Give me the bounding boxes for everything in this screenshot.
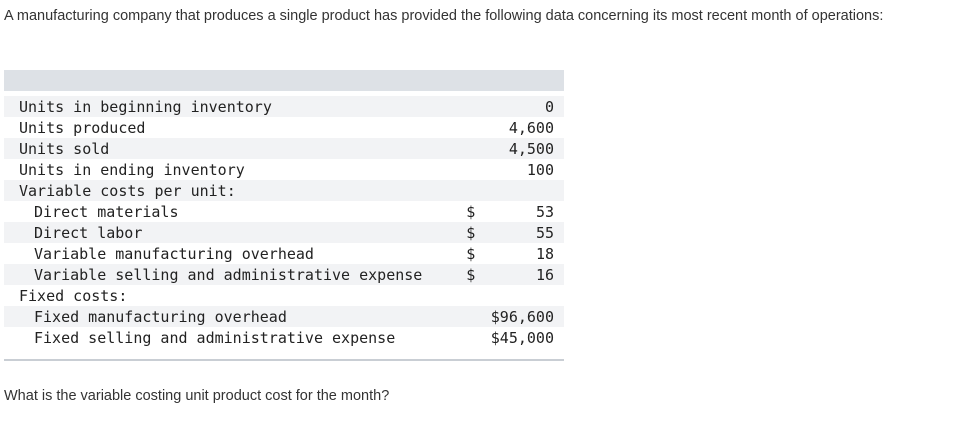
row-currency bbox=[450, 96, 491, 117]
intro-paragraph: A manufacturing company that produces a … bbox=[4, 8, 884, 24]
table-header-bar bbox=[4, 70, 564, 91]
row-currency bbox=[451, 117, 491, 138]
row-value: 100 bbox=[526, 160, 554, 179]
row-value: $45,000 bbox=[490, 328, 554, 347]
row-value: 4,600 bbox=[508, 118, 554, 137]
row-label: Fixed costs: bbox=[19, 286, 128, 305]
table-row: Fixed selling and administrative expense… bbox=[4, 327, 564, 348]
row-currency: $ bbox=[450, 264, 491, 285]
row-label: Units in ending inventory bbox=[19, 160, 245, 179]
question-text: What is the variable costing unit produc… bbox=[4, 388, 390, 404]
table-row: Direct materials $ 53 bbox=[4, 201, 564, 222]
row-label: Direct labor bbox=[4, 222, 451, 243]
table-row: Fixed manufacturing overhead $96,600 bbox=[4, 306, 564, 327]
row-value bbox=[491, 285, 564, 306]
row-label: Variable manufacturing overhead bbox=[34, 244, 314, 263]
table-row: Variable selling and administrative expe… bbox=[4, 264, 564, 285]
row-label: Fixed selling and administrative expense bbox=[34, 328, 396, 347]
row-currency bbox=[450, 180, 491, 201]
table-row: Units produced 4,600 bbox=[4, 117, 564, 138]
row-value: 16 bbox=[490, 264, 564, 285]
data-table: Units in beginning inventory 0 Units pro… bbox=[4, 70, 564, 361]
table-row: Direct labor $ 55 bbox=[4, 222, 564, 243]
table-row: Units in beginning inventory 0 bbox=[4, 96, 564, 117]
row-label: Units in beginning inventory bbox=[4, 96, 451, 117]
row-value bbox=[490, 180, 564, 201]
row-currency bbox=[451, 285, 491, 306]
row-label: Units produced bbox=[19, 118, 146, 137]
row-currency: $ bbox=[466, 202, 476, 221]
row-label: Variable costs per unit: bbox=[4, 180, 451, 201]
row-label: Direct materials bbox=[34, 202, 179, 221]
table-row: Variable manufacturing overhead $ 18 bbox=[4, 243, 564, 264]
row-currency bbox=[451, 159, 491, 180]
table-row: Units in ending inventory 100 bbox=[4, 159, 564, 180]
row-currency bbox=[451, 327, 491, 348]
row-value: 18 bbox=[535, 244, 554, 263]
row-currency bbox=[450, 138, 491, 159]
row-value: 0 bbox=[490, 96, 564, 117]
row-currency bbox=[450, 306, 491, 327]
row-value: 53 bbox=[535, 202, 554, 221]
row-currency: $ bbox=[466, 244, 476, 263]
table-row: Units sold 4,500 bbox=[4, 138, 564, 159]
row-label: Variable selling and administrative expe… bbox=[4, 264, 451, 285]
table-row: Variable costs per unit: bbox=[4, 180, 564, 201]
row-label: Fixed manufacturing overhead bbox=[4, 306, 451, 327]
table-row: Fixed costs: bbox=[4, 285, 564, 306]
row-label: Units sold bbox=[4, 138, 451, 159]
row-value: $96,600 bbox=[490, 306, 564, 327]
row-value: 4,500 bbox=[490, 138, 564, 159]
row-value: 55 bbox=[490, 222, 564, 243]
table-footer-rule bbox=[4, 348, 564, 361]
row-currency: $ bbox=[450, 222, 491, 243]
